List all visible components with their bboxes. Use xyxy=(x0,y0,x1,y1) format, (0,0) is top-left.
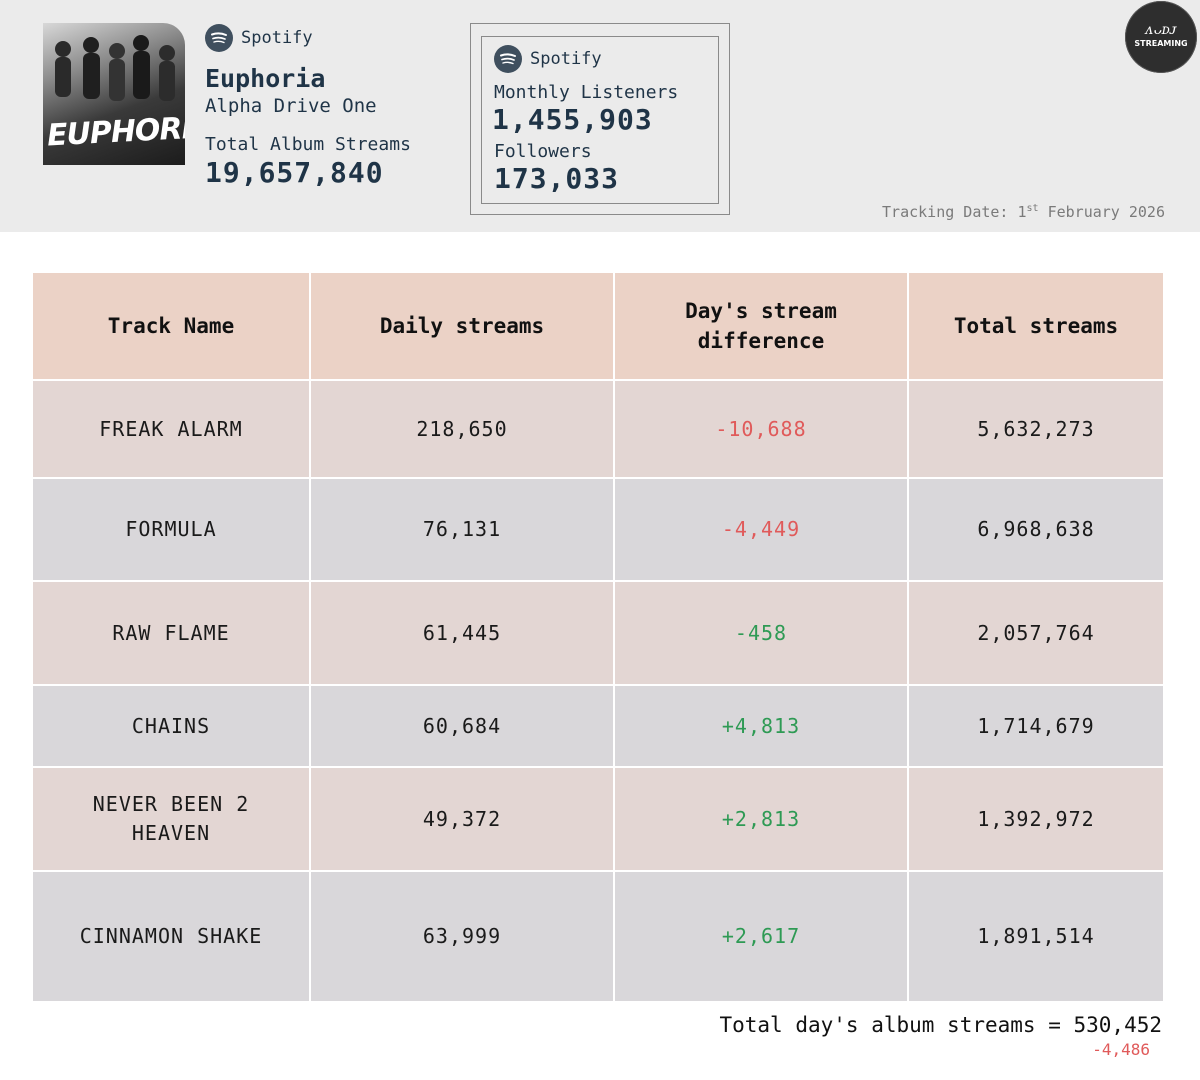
column-header-stream-difference: Day's stream difference xyxy=(613,271,909,381)
column-header-total-streams: Total streams xyxy=(907,271,1165,381)
album-cover-figures xyxy=(55,35,175,101)
total-streams: 2,057,764 xyxy=(907,580,1165,686)
followers-value: 173,033 xyxy=(494,162,620,195)
table-row: RAW FLAME 61,445 -458 2,057,764 xyxy=(31,580,1165,686)
total-streams: 1,714,679 xyxy=(907,684,1165,768)
tracking-date-suffix: February 2026 xyxy=(1038,203,1165,221)
total-day-album-streams: Total day's album streams = 530,452 xyxy=(719,1013,1162,1037)
album-cover-title: EUPHORIA xyxy=(46,109,185,154)
spotify-icon xyxy=(494,45,522,73)
total-streams: 1,891,514 xyxy=(907,870,1165,1003)
track-name: NEVER BEEN 2 HEAVEN xyxy=(31,766,311,872)
spotify-label: Spotify xyxy=(241,28,313,48)
daily-streams: 76,131 xyxy=(309,477,615,582)
total-streams: 1,392,972 xyxy=(907,766,1165,872)
artist-stats-inner: Spotify Monthly Listeners 1,455,903 Foll… xyxy=(481,36,719,204)
track-name: FREAK ALARM xyxy=(31,379,311,479)
stats-spotify-brand: Spotify xyxy=(494,45,602,73)
column-header-daily-streams: Daily streams xyxy=(309,271,615,381)
table-row: CHAINS 60,684 +4,813 1,714,679 xyxy=(31,684,1165,768)
column-header-track-name: Track Name xyxy=(31,271,311,381)
stream-difference: -10,688 xyxy=(613,379,909,479)
album-title: Euphoria xyxy=(205,64,326,93)
table-header-row: Track Name Daily streams Day's stream di… xyxy=(31,271,1165,381)
total-streams: 5,632,273 xyxy=(907,379,1165,479)
monthly-listeners-label: Monthly Listeners xyxy=(494,82,679,103)
logo-script: ᴧᴗᴅᴊ xyxy=(1145,22,1177,38)
stream-difference: +2,813 xyxy=(613,766,909,872)
spotify-icon xyxy=(205,24,233,52)
table-row: CINNAMON SHAKE 63,999 +2,617 1,891,514 xyxy=(31,870,1165,1003)
stream-difference: +4,813 xyxy=(613,684,909,768)
total-album-streams-label: Total Album Streams xyxy=(205,134,411,155)
daily-streams: 61,445 xyxy=(309,580,615,686)
album-cover: EUPHORIA xyxy=(43,23,185,165)
stats-spotify-label: Spotify xyxy=(530,49,602,69)
monthly-listeners-value: 1,455,903 xyxy=(492,103,653,136)
total-day-album-streams-difference: -4,486 xyxy=(1092,1040,1150,1059)
stream-difference: -458 xyxy=(613,580,909,686)
track-name: CHAINS xyxy=(31,684,311,768)
header-banner: EUPHORIA Spotify Euphoria Alpha Drive On… xyxy=(0,0,1200,232)
tracking-date: Tracking Date: 1st February 2026 xyxy=(882,203,1165,221)
streams-table: Track Name Daily streams Day's stream di… xyxy=(31,271,1165,1003)
streaming-logo: ᴧᴗᴅᴊ STREAMING xyxy=(1125,1,1197,73)
table-row: FORMULA 76,131 -4,449 6,968,638 xyxy=(31,477,1165,582)
table-row: FREAK ALARM 218,650 -10,688 5,632,273 xyxy=(31,379,1165,479)
followers-label: Followers xyxy=(494,141,592,162)
daily-streams: 60,684 xyxy=(309,684,615,768)
tracking-date-prefix: Tracking Date: 1 xyxy=(882,203,1027,221)
daily-streams: 218,650 xyxy=(309,379,615,479)
streams-table-wrapper: Track Name Daily streams Day's stream di… xyxy=(31,271,1165,1003)
track-name: FORMULA xyxy=(31,477,311,582)
artist-stats-card: Spotify Monthly Listeners 1,455,903 Foll… xyxy=(470,23,730,215)
logo-word: STREAMING xyxy=(1134,39,1188,48)
tracking-date-ordinal: st xyxy=(1026,203,1039,214)
daily-streams: 63,999 xyxy=(309,870,615,1003)
table-row: NEVER BEEN 2 HEAVEN 49,372 +2,813 1,392,… xyxy=(31,766,1165,872)
spotify-brand: Spotify xyxy=(205,24,313,52)
total-album-streams-value: 19,657,840 xyxy=(205,156,384,189)
daily-streams: 49,372 xyxy=(309,766,615,872)
stream-difference: -4,449 xyxy=(613,477,909,582)
track-name: CINNAMON SHAKE xyxy=(31,870,311,1003)
column-header-stream-difference-text: Day's stream difference xyxy=(685,299,837,353)
total-streams: 6,968,638 xyxy=(907,477,1165,582)
track-name: RAW FLAME xyxy=(31,580,311,686)
stream-difference: +2,617 xyxy=(613,870,909,1003)
artist-name: Alpha Drive One xyxy=(205,95,377,117)
